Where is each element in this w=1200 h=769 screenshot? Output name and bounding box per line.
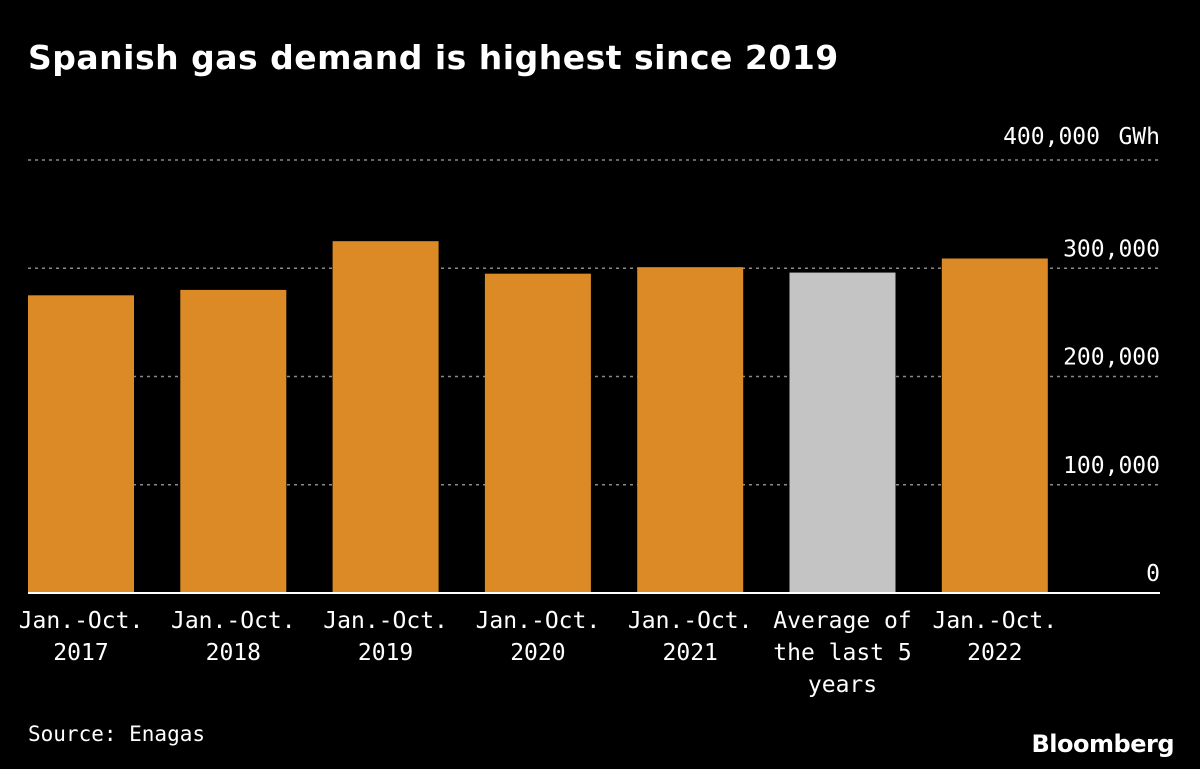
x-tick-label: 2022 [967,640,1022,666]
x-tick-label: 2021 [663,640,718,666]
chart-title: Spanish gas demand is highest since 2019 [28,38,839,77]
x-tick-label: Jan.-Oct. [476,608,601,634]
x-tick-label: Jan.-Oct. [19,608,144,634]
bar [941,258,1048,593]
x-tick-label: Average of [773,608,911,634]
x-tick-label: years [808,672,877,698]
bar [180,289,287,593]
x-tick-label: the last 5 [773,640,911,666]
bar [789,272,896,593]
bar [637,267,744,593]
x-tick-label: Jan.-Oct. [323,608,448,634]
x-tick-label: Jan.-Oct. [628,608,753,634]
x-tick-label: 2020 [510,640,565,666]
x-tick-label: Jan.-Oct. [932,608,1057,634]
bar [484,273,591,593]
bar [332,241,439,593]
bars [28,241,1048,593]
x-tick-label: 2018 [206,640,261,666]
x-tick-label: Jan.-Oct. [171,608,296,634]
bloomberg-logo: Bloomberg [1031,730,1175,758]
y-axis-unit: GWh [1118,124,1160,150]
x-tick-label: 2019 [358,640,413,666]
y-tick-label: 100,000 [1063,453,1160,479]
y-tick-label: 300,000 [1063,236,1160,262]
x-tick-label: 2017 [53,640,108,666]
x-axis-labels: Jan.-Oct. 2017 Jan.-Oct. 2018 Jan.-Oct. 2019 J… [19,608,1057,698]
y-tick-label: 200,000 [1063,345,1160,371]
source-note: Source: Enagas [28,722,206,746]
y-tick-label: 400,000 [1003,124,1100,150]
bar [28,295,134,593]
y-tick-label: 0 [1146,561,1160,587]
y-axis-ticks: 0 100,000 200,000 300,000 GWh 400,000 [1003,124,1160,587]
